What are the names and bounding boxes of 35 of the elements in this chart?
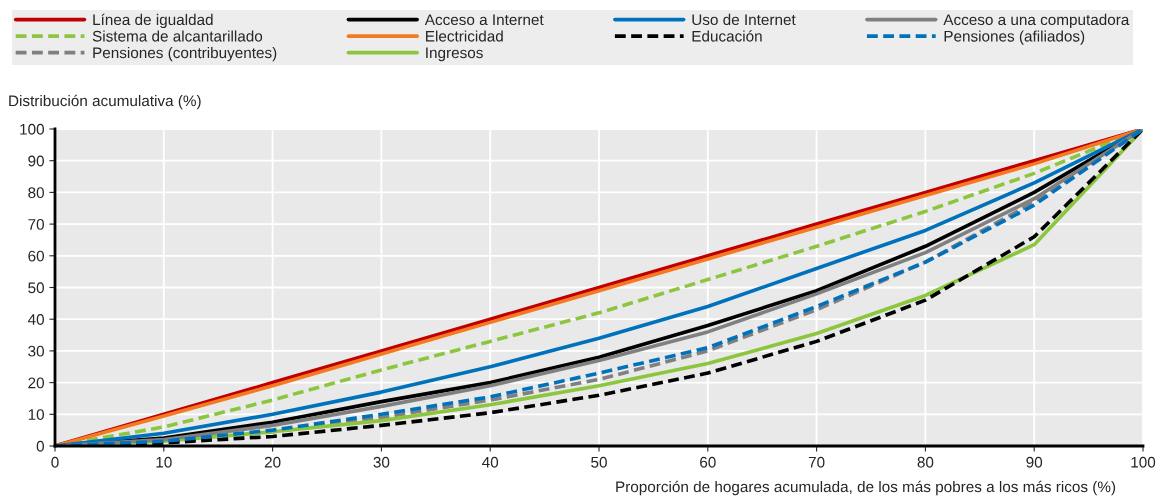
y-axis-title: Distribución acumulativa (%) — [9, 94, 201, 110]
x-tick-label: 70 — [808, 456, 825, 468]
x-tick-label: 50 — [591, 456, 607, 468]
y-tick-label: 10 — [28, 409, 44, 420]
x-tick-label: 20 — [264, 456, 281, 468]
x-tick-label: 30 — [373, 456, 390, 468]
y-tick-label: 70 — [28, 218, 44, 230]
y-tick-label: 50 — [28, 282, 44, 294]
y-tick-label: 30 — [28, 345, 44, 357]
legend-label: Acceso a Internet — [424, 14, 544, 26]
x-tick-label: 10 — [156, 456, 172, 468]
x-tick-label: 0 — [51, 456, 59, 468]
y-tick-label: 80 — [28, 187, 44, 199]
legend-label: Electricidad — [426, 30, 503, 42]
legend-label: Uso de Internet — [692, 13, 796, 26]
legend-label: Sistema de alcantarillado — [92, 30, 263, 42]
x-tick-label: 80 — [917, 456, 934, 468]
legend-label: Ingresos — [426, 47, 483, 62]
legend-label: Pensiones (afiliados) — [944, 30, 1085, 45]
y-tick-label: 0 — [36, 440, 44, 452]
legend-label: Pensiones (contribuyentes) — [93, 46, 277, 62]
line-series — [55, 129, 1143, 446]
y-tick-label: 90 — [28, 155, 44, 167]
x-tick-label: 40 — [482, 456, 499, 468]
legend-label: Línea de igualdad — [93, 13, 213, 29]
legend-label: Acceso a una computadora — [943, 13, 1130, 29]
y-tick-label: 40 — [27, 314, 44, 325]
y-tick-label: 20 — [28, 377, 44, 389]
y-tick-label: 100 — [20, 123, 44, 135]
x-axis-title: Proporción de hogares acumulada, de los más pobres a los más ricos (%) — [616, 480, 1116, 496]
x-tick-label: 90 — [1026, 456, 1043, 468]
y-tick-label: 60 — [28, 250, 44, 262]
x-tick-label: 60 — [700, 456, 716, 468]
legend-label: Educación — [692, 30, 762, 42]
x-tick-label: 100 — [1131, 456, 1156, 468]
